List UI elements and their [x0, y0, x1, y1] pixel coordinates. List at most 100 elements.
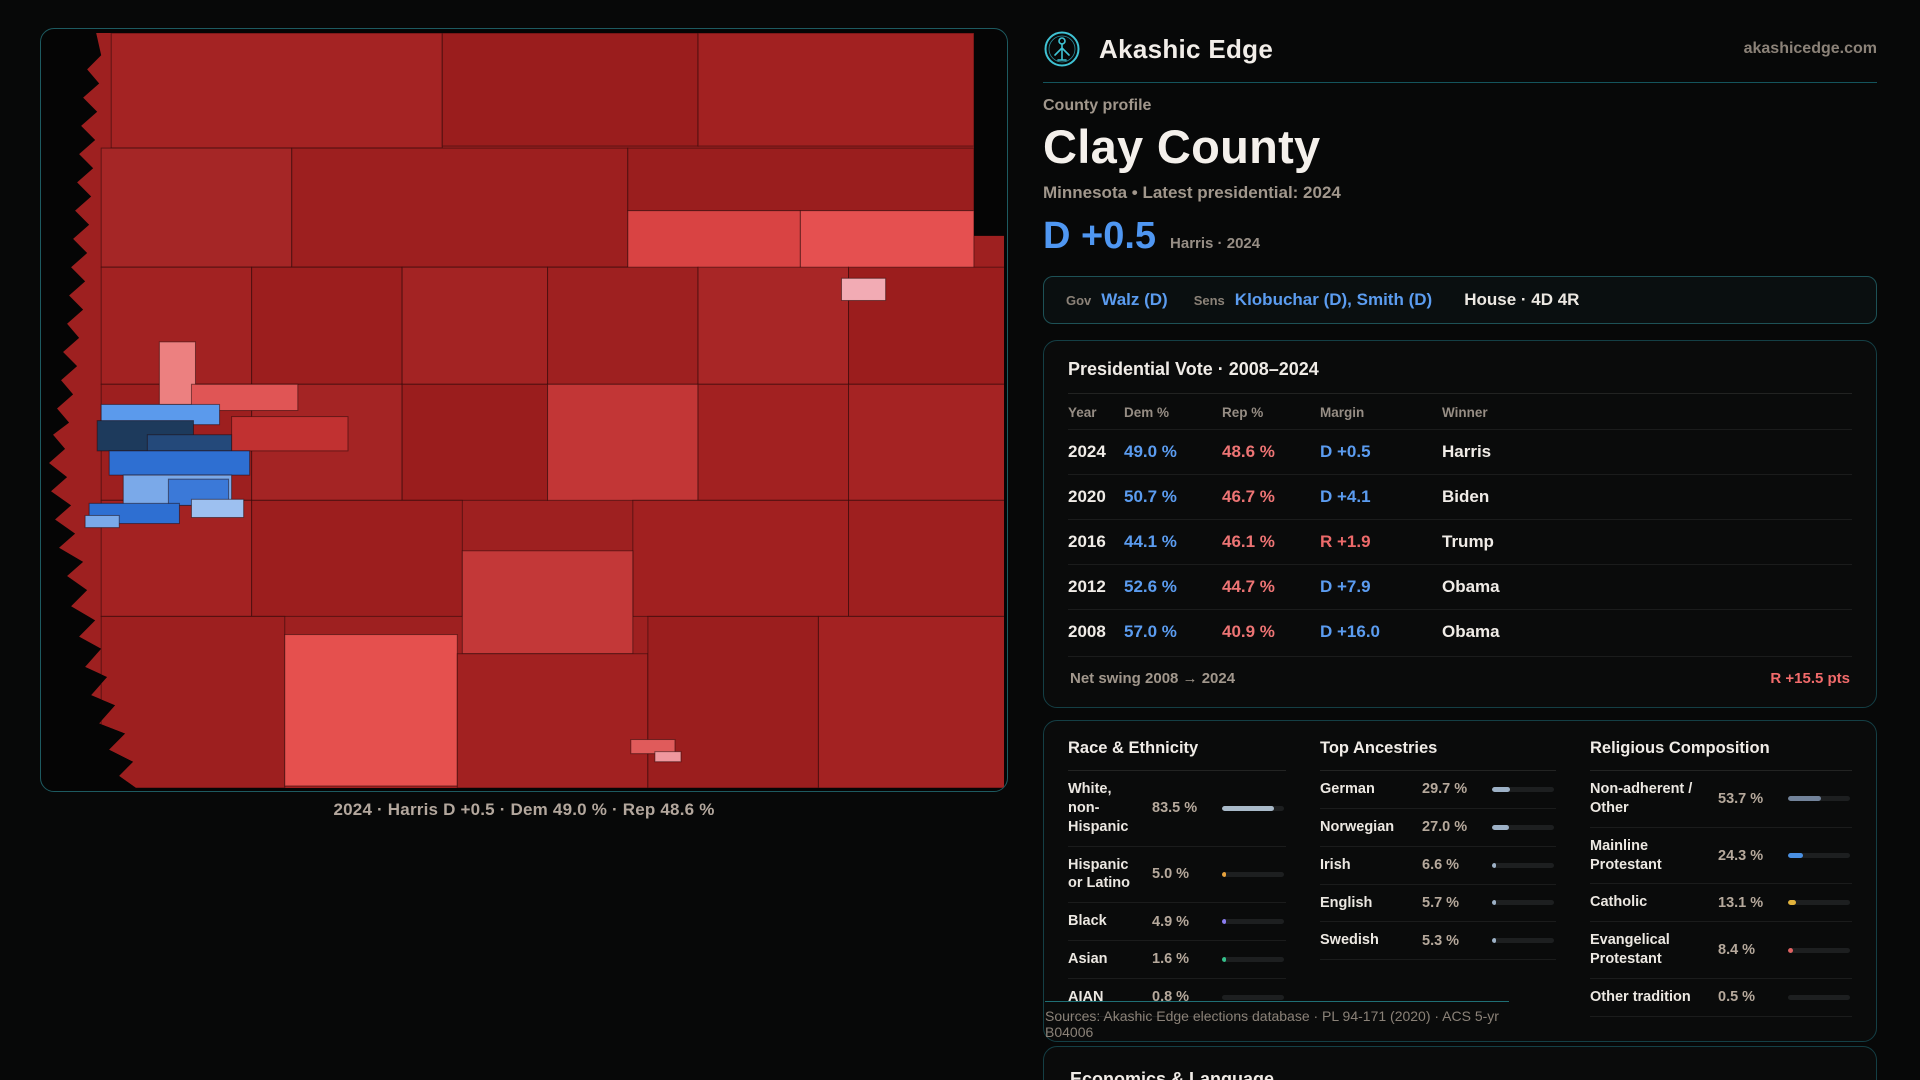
precinct[interactable]: [848, 499, 1006, 617]
table-cell: 2016: [1068, 532, 1106, 551]
map-caption: 2024 · Harris D +0.5 · Dem 49.0 % · Rep …: [333, 800, 715, 819]
economics-card: Economics & Language: [1043, 1046, 1877, 1080]
precinct[interactable]: [146, 434, 233, 452]
table-cell: D +7.9: [1320, 577, 1371, 596]
precinct[interactable]: [100, 615, 286, 788]
stat-bar: [1788, 947, 1850, 953]
stat-bar: [1492, 862, 1554, 868]
site-domain-link[interactable]: akashicedge.com: [1743, 40, 1877, 57]
religious-composition-rows: Non-adherent / Other 53.7 % Mainline Prote…: [1590, 771, 1852, 1017]
race-ethnicity-rows: White, non-Hispanic 83.5 % Hispanic or Lat…: [1068, 771, 1286, 1017]
stat-row: Swedish 5.3 %: [1320, 922, 1556, 961]
precinct[interactable]: [697, 33, 975, 147]
table-cell: Harris: [1442, 442, 1492, 461]
precinct[interactable]: [401, 266, 549, 385]
precinct-map[interactable]: [41, 29, 1007, 791]
stat-value: 24.3 %: [1718, 847, 1764, 864]
stat-bar-fill: [1788, 900, 1797, 906]
divider: [1320, 770, 1556, 771]
table-cell: 40.9 %: [1222, 622, 1275, 641]
top-ancestries-column: Top Ancestries German 29.7 % Norwegian 27.0…: [1320, 739, 1556, 1017]
precinct[interactable]: [461, 550, 634, 655]
precinct[interactable]: [632, 499, 850, 617]
stat-row: Evangelical Protestant 8.4 %: [1590, 922, 1852, 979]
precinct[interactable]: [547, 266, 699, 385]
brand-logo-icon: [1043, 30, 1081, 68]
latest-margin-row: D +0.5 Harris · 2024: [1043, 215, 1877, 258]
presidential-row-2008: 2008 57.0 % 40.9 % D +16.0 Obama: [1068, 609, 1852, 654]
stat-value: 83.5 %: [1152, 800, 1198, 817]
stat-bar-fill: [1788, 796, 1822, 802]
precinct[interactable]: [848, 383, 1006, 501]
column-header: Margin: [1320, 405, 1365, 420]
precinct[interactable]: [110, 33, 443, 149]
stat-bar: [1222, 994, 1284, 1000]
stat-row: Non-adherent / Other 53.7 %: [1590, 771, 1852, 828]
stat-bar: [1222, 805, 1284, 811]
precinct[interactable]: [284, 634, 458, 787]
stat-label: Hispanic or Latino: [1068, 856, 1131, 892]
stat-label: Asian: [1068, 951, 1108, 968]
precinct[interactable]: [630, 739, 676, 755]
stat-bar-fill: [1222, 805, 1274, 811]
precinct[interactable]: [654, 751, 682, 763]
precinct[interactable]: [456, 653, 649, 788]
race-ethnicity-column: Race & Ethnicity White, non-Hispanic 83.5…: [1068, 739, 1286, 1017]
stat-bar: [1788, 853, 1850, 859]
stat-value: 29.7 %: [1422, 781, 1468, 798]
table-cell: 2024: [1068, 442, 1106, 461]
precinct[interactable]: [697, 383, 850, 501]
stat-bar-fill: [1788, 947, 1794, 953]
stat-label: Catholic: [1590, 894, 1648, 911]
column-header: Winner: [1442, 405, 1488, 420]
stat-label: Swedish: [1320, 932, 1379, 949]
latest-margin-note: Harris · 2024: [1170, 235, 1261, 252]
precinct[interactable]: [251, 266, 403, 385]
net-swing-row: Net swing 2008 → 2024 R +15.5 pts: [1068, 656, 1852, 693]
precinct[interactable]: [291, 147, 629, 268]
county-subtitle: Minnesota • Latest presidential: 2024: [1043, 183, 1341, 202]
religious-composition-title: Religious Composition: [1590, 739, 1770, 757]
stat-label: Evangelical Protestant: [1590, 932, 1670, 968]
precinct[interactable]: [441, 33, 699, 147]
stat-value: 6.6 %: [1422, 857, 1460, 874]
precinct[interactable]: [547, 383, 699, 501]
table-cell: 50.7 %: [1124, 487, 1177, 506]
precinct[interactable]: [817, 615, 1006, 788]
table-cell: 2008: [1068, 622, 1106, 641]
table-cell: Trump: [1442, 532, 1494, 551]
table-cell: D +4.1: [1320, 487, 1371, 506]
stat-bar: [1492, 824, 1554, 830]
presidential-row-2012: 2012 52.6 % 44.7 % D +7.9 Obama: [1068, 564, 1852, 609]
table-cell: 46.7 %: [1222, 487, 1275, 506]
precinct[interactable]: [100, 147, 293, 268]
stat-bar: [1492, 900, 1554, 906]
presidential-vote-title: Presidential Vote · 2008–2024: [1068, 359, 1319, 379]
precinct[interactable]: [697, 266, 850, 385]
presidential-vote-card: Presidential Vote · 2008–2024 Year Dem % R…: [1043, 340, 1877, 708]
precinct[interactable]: [401, 383, 549, 501]
table-cell: 44.7 %: [1222, 577, 1275, 596]
sens-label: Sens: [1193, 292, 1225, 308]
table-cell: D +16.0: [1320, 622, 1381, 641]
header: Akashic Edge akashicedge.com: [1043, 0, 1877, 83]
precinct[interactable]: [627, 147, 975, 212]
precinct[interactable]: [84, 514, 120, 529]
precinct[interactable]: [251, 499, 463, 617]
stat-bar: [1788, 900, 1850, 906]
stat-value: 5.3 %: [1422, 932, 1460, 949]
stat-value: 5.7 %: [1422, 894, 1460, 911]
precinct[interactable]: [158, 341, 196, 405]
county-title: Clay County: [1043, 120, 1321, 173]
precinct[interactable]: [108, 450, 251, 476]
religious-composition-column: Religious Composition Non-adherent / Oth…: [1590, 739, 1852, 1017]
precinct[interactable]: [190, 498, 245, 518]
county-profile-kicker: County profile: [1043, 97, 1152, 114]
stat-value: 8.4 %: [1718, 942, 1756, 959]
divider: [1068, 770, 1286, 771]
precinct[interactable]: [231, 416, 349, 452]
precinct[interactable]: [840, 277, 887, 301]
table-cell: R +1.9: [1320, 532, 1371, 551]
gov-label: Gov: [1066, 292, 1092, 308]
